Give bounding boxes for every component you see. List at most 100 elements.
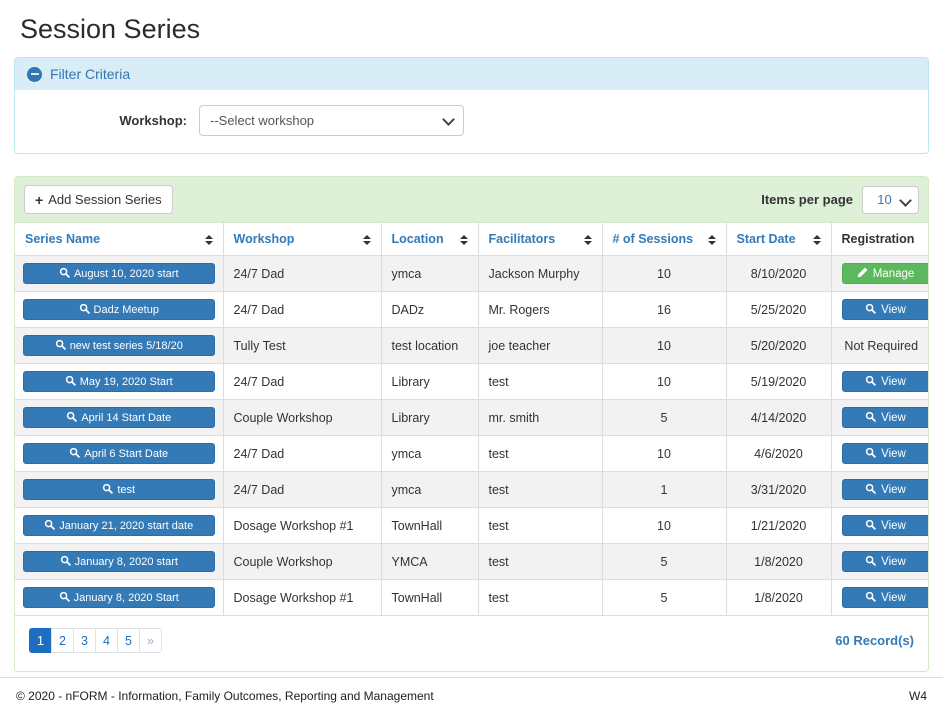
cell-facilitators: test: [477, 507, 603, 544]
cell-start-date: 5/20/2020: [725, 327, 832, 364]
series-name-button[interactable]: April 6 Start Date: [23, 443, 215, 464]
pagination-page-4[interactable]: 4: [95, 628, 118, 653]
table-row: August 10, 2020 start 24/7 Dad ymca Jackson…: [15, 255, 928, 292]
cell-sessions: 10: [601, 327, 727, 364]
filter-criteria-header[interactable]: Filter Criteria: [15, 58, 928, 90]
column-header-workshop[interactable]: Workshop: [222, 223, 382, 256]
view-button[interactable]: View: [841, 299, 928, 320]
manage-button[interactable]: Manage: [841, 263, 928, 284]
column-label: Location: [391, 232, 444, 246]
cell-workshop: Dosage Workshop #1: [222, 507, 382, 544]
cell-location: DADz: [380, 291, 479, 328]
series-name-button[interactable]: January 8, 2020 start: [23, 551, 215, 572]
cell-series-name: May 19, 2020 Start: [15, 363, 224, 400]
series-name-button[interactable]: new test series 5/18/20: [23, 335, 215, 356]
column-header-facilitators[interactable]: Facilitators: [477, 223, 603, 256]
series-name-button[interactable]: January 21, 2020 start date: [23, 515, 215, 536]
items-per-page-label: Items per page: [761, 192, 853, 207]
pagination-page-2[interactable]: 2: [51, 628, 74, 653]
search-icon: [66, 411, 78, 424]
table-header-row: Series Name Workshop Location Facilitators #…: [15, 223, 928, 256]
search-icon: [865, 519, 876, 532]
cell-facilitators: test: [477, 435, 603, 472]
column-label: Series Name: [25, 232, 101, 246]
cell-start-date: 3/31/2020: [725, 471, 832, 508]
cell-start-date: 4/14/2020: [725, 399, 832, 436]
column-header-series_name[interactable]: Series Name: [15, 223, 224, 256]
view-button[interactable]: View: [841, 407, 928, 428]
view-button[interactable]: View: [841, 479, 928, 500]
plus-icon: +: [35, 191, 44, 208]
cell-workshop: Couple Workshop: [222, 543, 382, 580]
sort-icon[interactable]: [707, 235, 716, 245]
pagination-page-5[interactable]: 5: [117, 628, 140, 653]
cell-facilitators: test: [477, 363, 603, 400]
view-button[interactable]: View: [841, 551, 928, 572]
series-name-label: test: [117, 483, 136, 496]
table-footer: 1 2 3 4 5» 60 Record(s): [15, 616, 928, 671]
pagination-page-1[interactable]: 1: [29, 628, 52, 653]
search-icon: [865, 555, 876, 568]
cell-registration: View: [830, 435, 928, 472]
series-name-button[interactable]: August 10, 2020 start: [23, 263, 215, 284]
table-row: May 19, 2020 Start 24/7 Dad Library test 10 5…: [15, 363, 928, 400]
cell-workshop: Tully Test: [222, 327, 382, 364]
series-name-button[interactable]: Dadz Meetup: [23, 299, 215, 320]
cell-start-date: 1/21/2020: [725, 507, 832, 544]
table-toolbar: + Add Session Series Items per page 10: [15, 177, 928, 223]
column-header-sessions[interactable]: # of Sessions: [601, 223, 727, 256]
sort-icon[interactable]: [204, 235, 213, 245]
column-header-location[interactable]: Location: [380, 223, 479, 256]
cell-registration: Manage: [830, 255, 928, 292]
table-row: January 8, 2020 Start Dosage Workshop #1 T…: [15, 579, 928, 616]
cell-start-date: 4/6/2020: [725, 435, 832, 472]
series-name-label: August 10, 2020 start: [73, 267, 179, 280]
cell-series-name: January 8, 2020 start: [15, 543, 224, 580]
items-per-page-select[interactable]: 10: [862, 185, 919, 214]
cell-series-name: April 14 Start Date: [15, 399, 224, 436]
session-series-panel: + Add Session Series Items per page 10 S…: [14, 176, 929, 672]
add-session-series-button[interactable]: + Add Session Series: [24, 185, 173, 214]
cell-workshop: 24/7 Dad: [222, 291, 382, 328]
series-name-button[interactable]: test: [23, 479, 215, 500]
cell-start-date: 8/10/2020: [725, 255, 832, 292]
cell-start-date: 5/25/2020: [725, 291, 832, 328]
cell-location: Library: [380, 399, 479, 436]
cell-location: Library: [380, 363, 479, 400]
cell-location: ymca: [380, 471, 479, 508]
footer-version: W4: [909, 689, 927, 703]
view-button[interactable]: View: [841, 515, 928, 536]
search-icon: [44, 519, 56, 532]
table-row: April 6 Start Date 24/7 Dad ymca test 10 4/6/…: [15, 435, 928, 472]
pagination-page-3[interactable]: 3: [73, 628, 96, 653]
cell-sessions: 10: [601, 255, 727, 292]
workshop-select[interactable]: --Select workshop: [199, 105, 464, 136]
page-container: Session Series Filter Criteria Workshop:…: [0, 0, 943, 672]
table-row: January 8, 2020 start Couple Workshop YMCA…: [15, 543, 928, 580]
cell-workshop: Dosage Workshop #1: [222, 579, 382, 616]
column-header-registration: Registration: [830, 223, 928, 256]
search-icon: [865, 411, 876, 424]
view-button[interactable]: View: [841, 587, 928, 608]
search-icon: [865, 483, 876, 496]
sort-icon[interactable]: [812, 235, 821, 245]
sort-icon[interactable]: [459, 235, 468, 245]
series-name-button[interactable]: May 19, 2020 Start: [23, 371, 215, 392]
cell-sessions: 10: [601, 363, 727, 400]
sort-icon[interactable]: [583, 235, 592, 245]
cell-series-name: August 10, 2020 start: [15, 255, 224, 292]
view-button[interactable]: View: [841, 371, 928, 392]
cell-workshop: 24/7 Dad: [222, 255, 382, 292]
column-header-start_date[interactable]: Start Date: [725, 223, 832, 256]
view-button[interactable]: View: [841, 443, 928, 464]
cell-workshop: 24/7 Dad: [222, 471, 382, 508]
sort-icon[interactable]: [362, 235, 371, 245]
series-name-button[interactable]: April 14 Start Date: [23, 407, 215, 428]
search-icon: [102, 483, 114, 496]
search-icon: [865, 447, 876, 460]
series-name-button[interactable]: January 8, 2020 Start: [23, 587, 215, 608]
cell-series-name: April 6 Start Date: [15, 435, 224, 472]
search-icon: [79, 303, 90, 316]
pagination-next-button[interactable]: »: [139, 628, 162, 653]
collapse-minus-icon: [27, 66, 42, 82]
